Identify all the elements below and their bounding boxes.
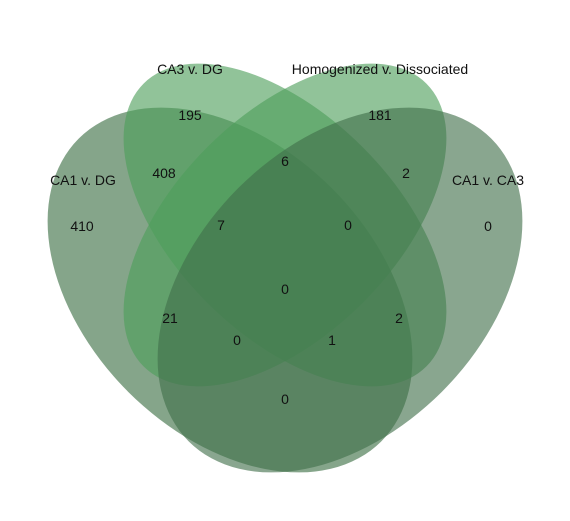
region-count-ca1-only: 410 xyxy=(70,218,94,234)
region-count-ca1-ca1ca3: 0 xyxy=(281,391,289,407)
region-count-ca1-ca3: 408 xyxy=(152,165,176,181)
set-label-ca1-v-ca3: CA1 v. CA3 xyxy=(452,172,524,188)
region-count-ca1-homogenized: 21 xyxy=(162,310,178,326)
region-count-ca3-ca1ca3: 2 xyxy=(395,310,403,326)
set-label-ca3-v-dg: CA3 v. DG xyxy=(157,61,223,77)
region-count-homogenized-ca1ca3: 2 xyxy=(402,165,410,181)
region-count-all-four: 0 xyxy=(281,281,289,297)
region-count-ca1-ca3-ca1ca3: 1 xyxy=(328,332,336,348)
region-count-ca3-homogenized: 6 xyxy=(281,153,289,169)
set-label-homogenized-v-dissociated: Homogenized v. Dissociated xyxy=(292,61,468,77)
region-count-ca3-only: 195 xyxy=(178,107,202,123)
region-count-homogenized-only: 181 xyxy=(368,107,392,123)
set-area-ca1-v-ca3 xyxy=(157,107,523,473)
region-count-ca3-homogenized-ca1ca3: 0 xyxy=(344,217,352,233)
region-count-ca1-ca3-homogenized: 7 xyxy=(217,217,225,233)
set-label-ca1-v-dg: CA1 v. DG xyxy=(50,172,116,188)
region-count-ca1-homogenized-ca1ca3: 0 xyxy=(233,332,241,348)
region-count-ca1-v-ca3-only: 0 xyxy=(484,218,492,234)
